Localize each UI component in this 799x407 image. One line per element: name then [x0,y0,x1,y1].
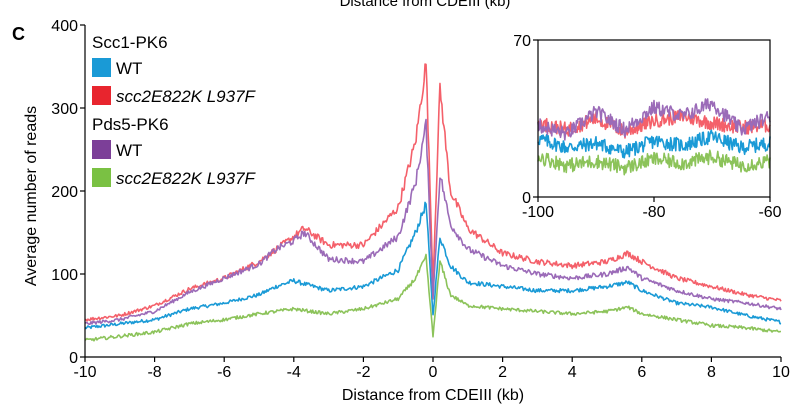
inset-y-ticks: 0 70 [513,33,538,207]
main-x-tick-label: 6 [637,364,646,381]
main-y-tick-label: 300 [51,101,78,118]
inset-series-line-1 [537,109,771,139]
legend-entry-label: WT [116,59,142,78]
main-x-tick-label: 2 [498,364,507,381]
inset-series-line-3 [537,149,771,176]
legend-swatch [92,86,111,105]
inset-x-tick-label: -80 [642,204,665,221]
main-x-tick-label: -8 [147,364,161,381]
main-x-tick-label: 10 [772,364,790,381]
inset-series-layer [537,98,771,176]
main-y-ticks: 0 100 200 300 400 [51,18,85,367]
inset-series-line-0 [537,129,771,159]
main-y-tick-label: 100 [51,267,78,284]
main-series-layer [84,63,782,342]
inset-chart: 0 70 -100 -80 -60 [513,33,781,221]
legend-entry-label: WT [116,141,142,160]
main-x-tick-label: -4 [287,364,301,381]
legend-entry-label: scc2E822K L937F [116,169,257,188]
y-axis-label: Average number of reads [23,106,40,286]
main-chart: 0 100 200 300 400 -10 -8 -6 -4 -2 0 2 4 6 8 10 Distanc… [23,18,790,404]
legend-entry-label: scc2E822K L937F [116,87,257,106]
inset-x-tick-label: -60 [758,204,781,221]
main-x-ticks: -10 -8 -6 -4 -2 0 2 4 6 8 10 [73,357,790,381]
inset-y-tick-label: 0 [522,190,531,207]
main-series-line-3 [84,253,782,342]
main-series-line-0 [84,201,782,330]
header-fragment: Distance from CDEIII (kb) [340,0,511,10]
main-x-tick-label: -6 [217,364,231,381]
inset-y-tick-label: 70 [513,33,531,50]
main-y-tick-label: 200 [51,184,78,201]
legend-swatch [92,168,111,187]
legend-group-title: Scc1-PK6 [92,33,168,52]
legend-group-title: Pds5-PK6 [92,115,169,134]
x-axis-label: Distance from CDEIII (kb) [342,387,524,404]
inset-x-tick-label: -100 [522,204,554,221]
main-x-tick-label: -10 [73,364,96,381]
main-x-tick-label: 0 [429,364,438,381]
legend: Scc1-PK6 WT scc2E822K L937F Pds5-PK6 WT scc2E… [92,33,257,188]
main-x-tick-label: -2 [356,364,370,381]
main-y-tick-label: 0 [69,350,78,367]
inset-x-ticks: -100 -80 -60 [522,197,782,221]
legend-swatch [92,58,111,77]
main-y-tick-label: 400 [51,18,78,35]
panel-label: C [12,24,25,44]
main-series-line-2 [84,118,782,325]
main-x-tick-label: 4 [568,364,577,381]
main-x-tick-label: 8 [707,364,716,381]
inset-series-line-2 [537,98,771,141]
legend-swatch [92,140,111,159]
